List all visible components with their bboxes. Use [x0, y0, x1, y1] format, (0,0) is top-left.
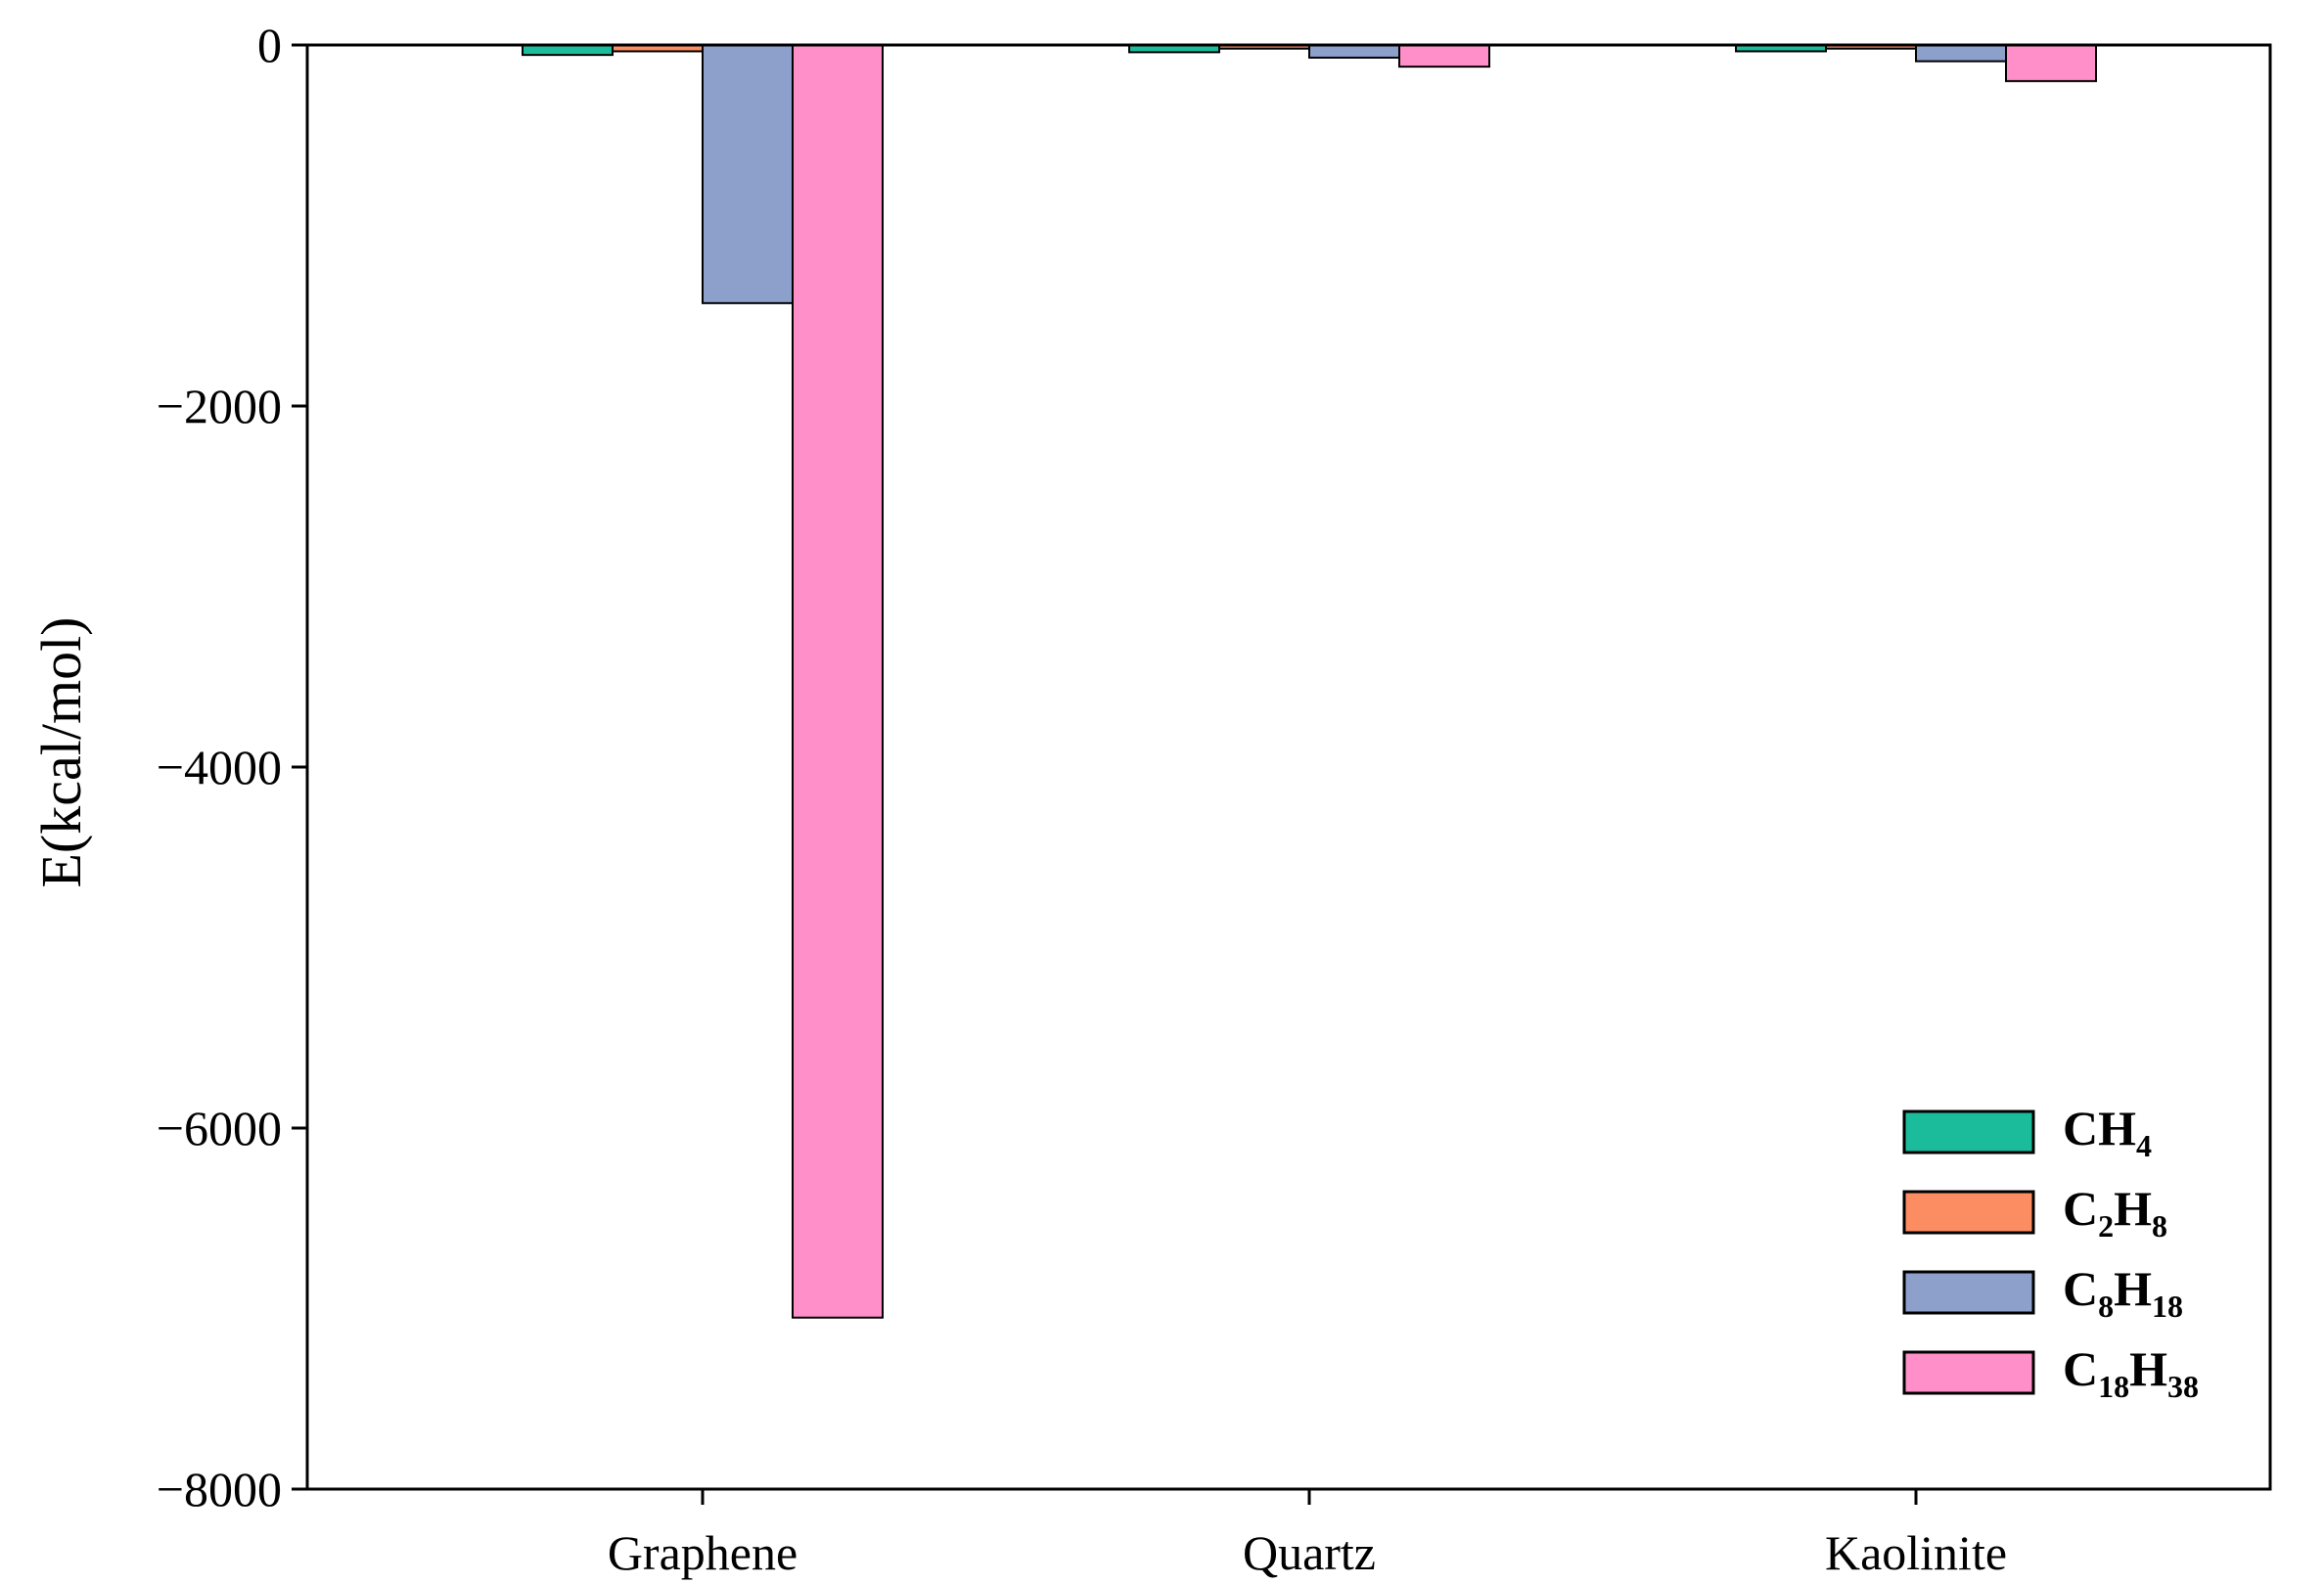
legend-label-c18h38: C18H38	[2063, 1341, 2199, 1404]
x-tick-label: Kaolinite	[1825, 1525, 2007, 1580]
legend: CH4 C2H8 C8H18 C18H38	[1902, 1101, 2199, 1404]
bars-layer	[522, 44, 2097, 1319]
y-axis-title: E(kcal/mol)	[29, 616, 93, 887]
x-tick-label: Graphene	[608, 1525, 797, 1580]
bar-c8h18-graphene	[702, 44, 794, 304]
legend-swatch-ch4	[1902, 1109, 2035, 1154]
x-tick-label: Quartz	[1243, 1525, 1376, 1580]
y-tick-label: −2000	[157, 379, 282, 433]
axes-layer: 0 −2000 −4000 −6000 −8000 Graphene Quartz Kaoli…	[29, 18, 2272, 1580]
y-tick-label: −6000	[157, 1101, 282, 1155]
bar-c8h18-quartz	[1308, 44, 1400, 59]
legend-label-ch4: CH4	[2063, 1101, 2152, 1163]
y-tick-label: 0	[257, 18, 282, 72]
bar-c18h38-kaolinite	[2005, 44, 2097, 82]
bar-c8h18-kaolinite	[1915, 44, 2007, 63]
bar-c18h38-quartz	[1398, 44, 1490, 68]
legend-label-c8h18: C8H18	[2063, 1261, 2183, 1324]
bar-ch4-graphene	[522, 44, 614, 57]
y-tick-label: −8000	[157, 1462, 282, 1516]
bar-c18h38-graphene	[792, 44, 884, 1319]
legend-swatch-c18h38	[1902, 1350, 2035, 1395]
legend-swatch-c2h8	[1902, 1190, 2035, 1235]
y-tick-label: −4000	[157, 740, 282, 794]
legend-label-c2h8: C2H8	[2063, 1181, 2167, 1244]
legend-swatch-c8h18	[1902, 1270, 2035, 1315]
